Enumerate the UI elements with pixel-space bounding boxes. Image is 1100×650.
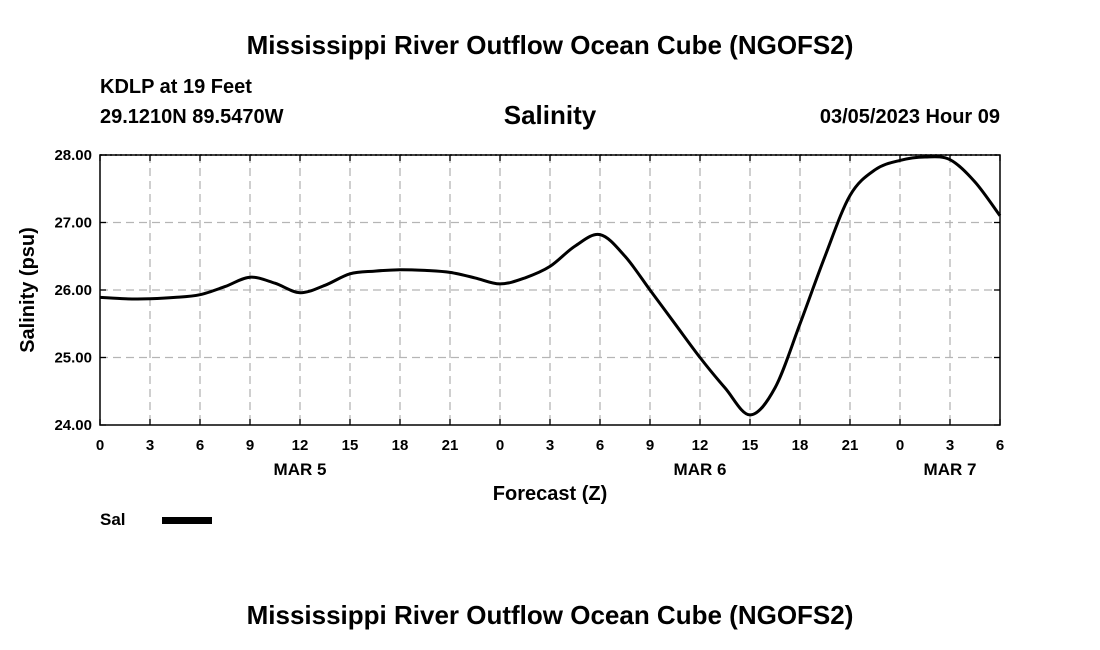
axis-ticks [99, 154, 1001, 426]
grid-lines [100, 154, 1000, 425]
x-tick-label: 15 [742, 437, 759, 454]
legend-label: Sal [100, 510, 126, 529]
y-tick-label: 25.00 [54, 350, 92, 367]
x-tick-label: 3 [546, 437, 554, 454]
x-tick-label: 0 [496, 437, 504, 454]
station-name: KDLP at 19 Feet [100, 76, 252, 98]
x-tick-label: 9 [246, 437, 254, 454]
x-tick-label: 3 [946, 437, 954, 454]
y-axis-title: Salinity (psu) [17, 227, 39, 353]
series-line-sal [99, 155, 1002, 417]
x-tick-label: 0 [96, 437, 104, 454]
x-tick-label: 21 [842, 437, 859, 454]
legend: Sal [100, 510, 212, 529]
x-tick-label: 3 [146, 437, 154, 454]
x-tick-label: 6 [596, 437, 604, 454]
x-tick-label: 12 [292, 437, 309, 454]
day-label: MAR 6 [674, 460, 727, 479]
main-title: Mississippi River Outflow Ocean Cube (NG… [246, 30, 854, 60]
x-tick-label: 21 [442, 437, 459, 454]
y-tick-label: 28.00 [54, 147, 92, 164]
x-axis-title: Forecast (Z) [493, 483, 607, 505]
day-label: MAR 5 [274, 460, 327, 479]
footer-title: Mississippi River Outflow Ocean Cube (NG… [246, 600, 854, 630]
station-coordinates: 29.1210N 89.5470W [100, 106, 284, 128]
x-tick-label: 15 [342, 437, 359, 454]
y-tick-label: 27.00 [54, 215, 92, 232]
day-label: MAR 7 [924, 460, 977, 479]
x-tick-label: 18 [392, 437, 409, 454]
forecast-datetime: 03/05/2023 Hour 09 [819, 106, 1000, 128]
legend-swatch [162, 517, 212, 524]
x-tick-label: 18 [792, 437, 809, 454]
chart-variable-title: Salinity [503, 100, 597, 130]
x-tick-label: 6 [996, 437, 1004, 454]
x-tick-label: 12 [692, 437, 709, 454]
y-tick-labels: 24.00 25.00 26.00 27.00 28.00 [54, 147, 92, 434]
y-tick-label: 24.00 [54, 417, 92, 434]
x-tick-label: 0 [896, 437, 904, 454]
x-tick-labels: 0 3 6 9 12 15 18 21 0 3 6 9 12 15 18 21 0 3 6 [96, 437, 1004, 454]
day-labels: MAR 5 MAR 6 MAR 7 [274, 460, 977, 479]
x-tick-label: 6 [196, 437, 204, 454]
y-tick-label: 26.00 [54, 282, 92, 299]
x-tick-label: 9 [646, 437, 654, 454]
